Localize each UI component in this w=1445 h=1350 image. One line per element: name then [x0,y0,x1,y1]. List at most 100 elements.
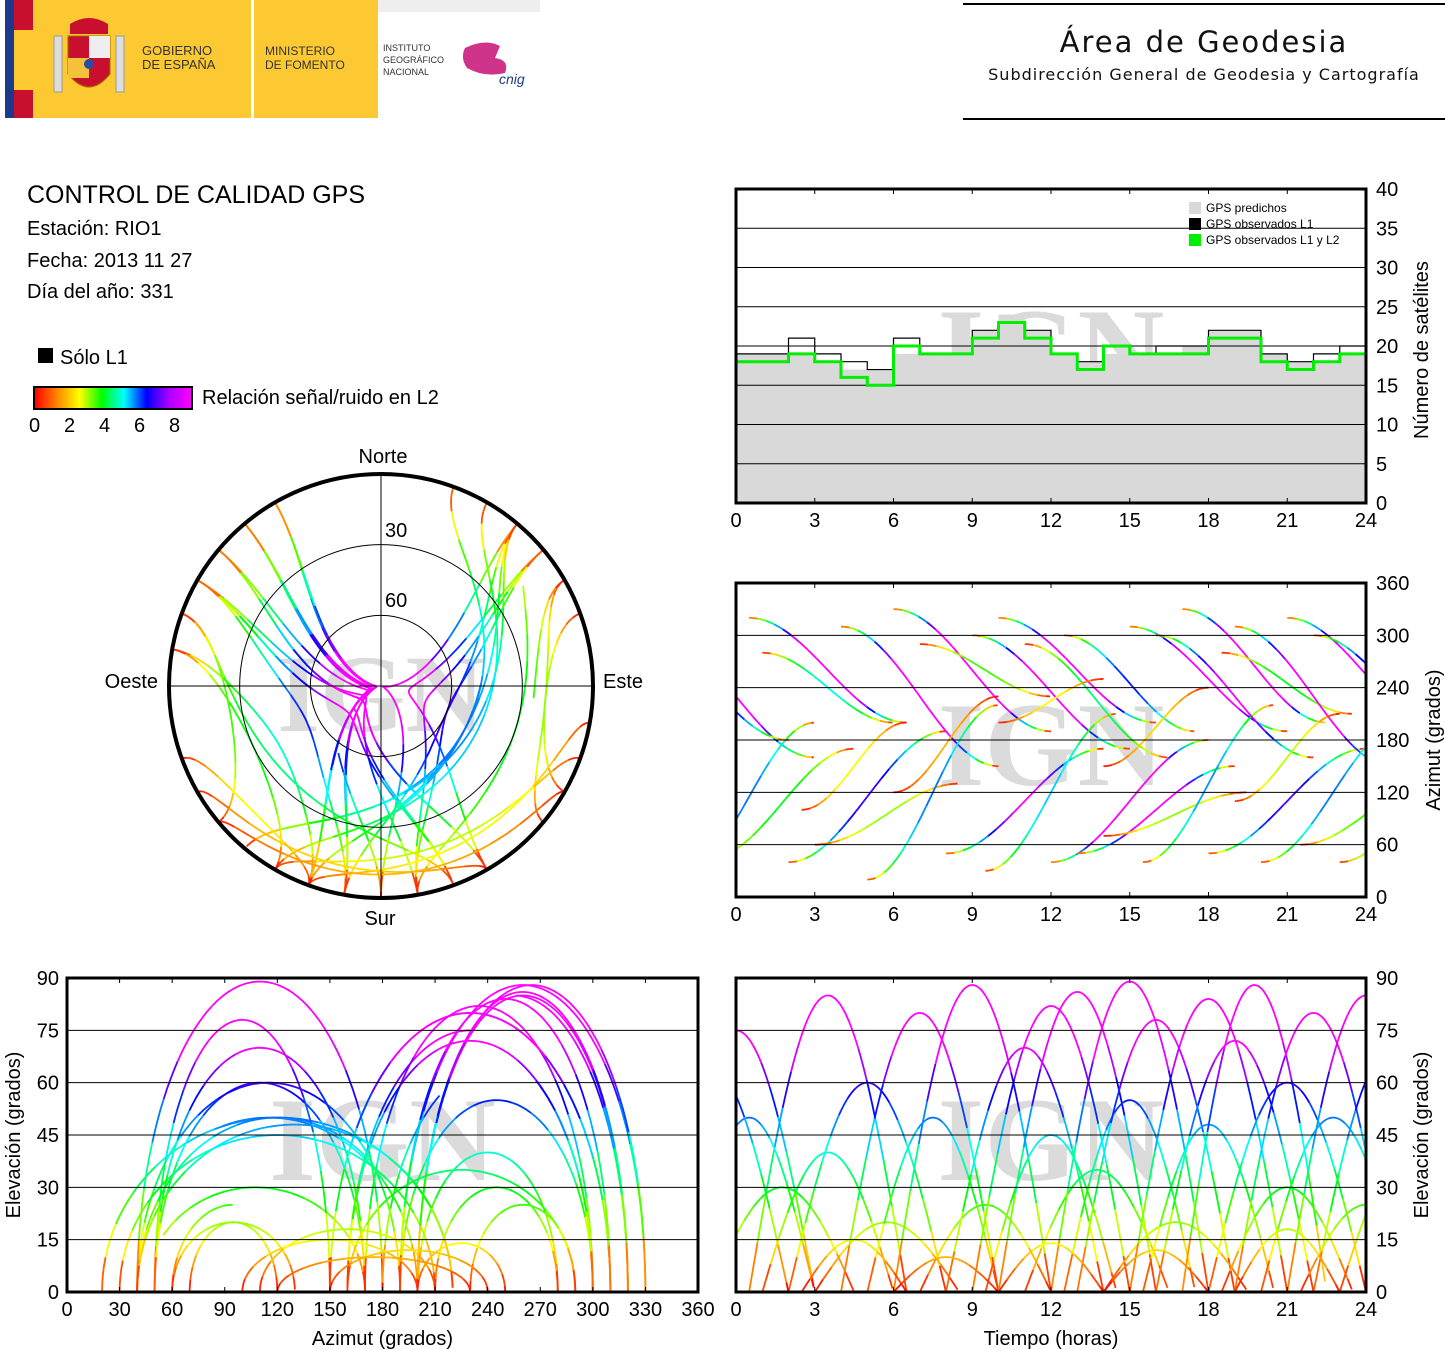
satellite-track-segment [827,751,838,758]
satellite-track-segment [371,758,386,781]
satellite-track-segment [985,695,995,701]
satellite-track-segment [864,1224,874,1231]
satellite-track-segment [417,1254,430,1270]
satellite-track-segment [417,829,424,854]
satellite-track-segment [439,865,464,871]
satellite-track-segment [311,1010,331,1038]
satellite-track-segment [359,740,370,759]
satellite-track-segment [1037,694,1046,698]
satellite-track-segment [450,826,475,851]
satellite-track-segment [1137,1195,1148,1244]
satellite-track-segment [1217,1128,1228,1141]
satellite-track-segment [447,1006,468,1018]
page-header: Área de Geodesia Subdirección General de… [963,3,1445,120]
satellite-track-segment [1090,1273,1101,1287]
satellite-track-segment [522,586,527,610]
satellite-track-segment [479,551,498,584]
satellite-track-segment [481,640,486,677]
satellite-track-segment [412,1173,433,1183]
satellite-track-segment [346,1239,368,1246]
satellite-track-segment [493,1174,514,1185]
satellite-track-segment [1272,1112,1283,1145]
satellite-track-segment [984,704,994,711]
plot-frame [734,187,1368,505]
satellite-track-segment [1073,666,1084,677]
x-tick-label: 18 [1197,904,1219,926]
satellite-track-segment [468,570,481,606]
satellite-track-segment [1267,770,1278,782]
satellite-track-segment [1111,760,1121,766]
satellite-track-segment [523,660,529,689]
satellite-track-segment [993,695,1004,706]
satellite-track-segment [1164,718,1174,726]
satellite-track-segment [891,719,901,723]
satellite-track-segment [997,1241,1008,1292]
satellite-track-segment [412,1163,426,1196]
satellite-track-segment [273,1264,278,1278]
satellite-track-segment [913,1168,924,1200]
satellite-track-segment [471,700,488,730]
x-tick-label: 180 [366,1299,399,1321]
satellite-track-segment [1208,851,1218,855]
satellite-track-segment [1071,753,1081,760]
satellite-track-segment [285,1190,305,1200]
satellite-track-segment [548,607,552,622]
satellite-track-segment [936,645,946,650]
satellite-track-segment [524,1173,538,1192]
satellite-track-segment [907,679,918,693]
satellite-track-segment [287,1089,306,1104]
satellite-track-segment [1163,1209,1174,1251]
satellite-track-segment [309,841,321,879]
satellite-track-segment [389,1038,412,1064]
satellite-track-segment [1136,1251,1146,1258]
satellite-track-segment [403,1161,412,1208]
satellite-track-segment [585,1211,593,1252]
satellite-track-segment [378,1086,395,1118]
satellite-track-segment [1056,690,1067,698]
satellite-track-segment [223,1203,233,1207]
satellite-track-segment [857,629,867,636]
satellite-track-segment [501,586,515,609]
satellite-track-segment [1083,1060,1094,1100]
satellite-track-segment [1275,1082,1285,1089]
satellite-track-segment [926,621,937,631]
satellite-track-segment [338,1137,365,1159]
satellite-track-segment [1001,856,1012,866]
satellite-track-segment [1327,1116,1337,1120]
satellite-track-segment [309,634,327,657]
satellite-track-segment [407,780,428,800]
satellite-track-segment [492,620,498,648]
satellite-track-segment [236,691,251,707]
satellite-track-segment [842,768,853,781]
satellite-track-segment [171,648,187,655]
satellite-track-segment [115,1192,134,1225]
satellite-track-segment [1089,731,1099,739]
satellite-track-segment [1170,811,1180,818]
satellite-track-segment [1066,1182,1076,1196]
satellite-track-segment [356,1253,364,1273]
satellite-track-segment [360,699,366,705]
satellite-track-segment [924,703,935,716]
satellite-track-segment [1284,748,1295,761]
satellite-track-segment [627,1131,639,1183]
satellite-track-segment [403,783,428,806]
satellite-track-segment [880,1089,891,1104]
satellite-track-segment [164,1122,175,1162]
satellite-track-segment [1161,709,1172,721]
satellite-track-segment [1128,829,1138,834]
satellite-track-segment [155,1143,184,1167]
satellite-track-segment [1031,706,1041,714]
satellite-track-segment [642,1236,647,1292]
satellite-track-segment [1006,1193,1017,1243]
satellite-track-segment [1273,1013,1284,1043]
satellite-track-segment [258,1276,264,1292]
satellite-track-segment [299,796,307,816]
satellite-track-segment [802,1244,813,1280]
satellite-track-segment [469,995,491,1015]
satellite-track-segment [1347,857,1357,862]
satellite-track-segment [548,587,557,600]
satellite-track-segment [1248,659,1259,671]
satellite-track-segment [1338,1258,1349,1280]
satellite-track-segment [291,659,314,677]
satellite-track-segment [1141,747,1152,754]
